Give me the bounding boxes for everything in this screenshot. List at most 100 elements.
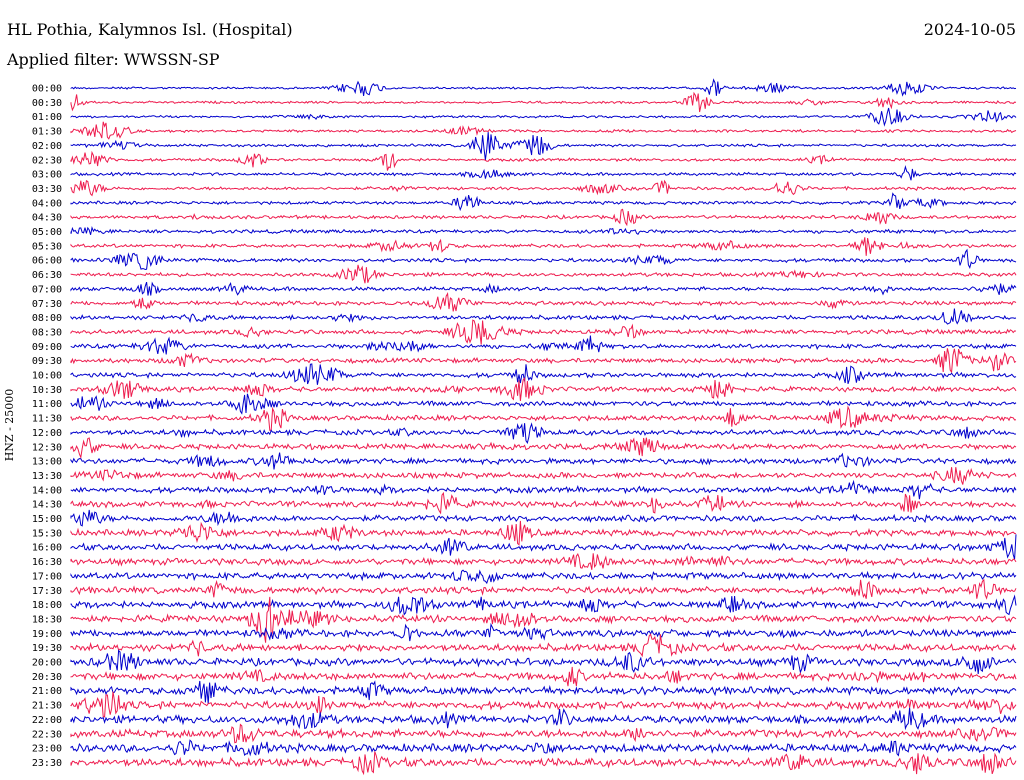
row-time-label: 08:00 [32,313,62,324]
trace-line [70,308,1017,325]
trace-line [70,165,1017,181]
row-time-label: 10:30 [32,385,62,396]
trace-line [70,751,1017,776]
row-time-label: 19:30 [32,643,62,654]
row-time-label: 14:00 [32,485,62,496]
trace-line [70,649,1017,675]
row-time-label: 06:00 [32,256,62,267]
row-time-label: 05:00 [32,227,62,238]
row-time-label: 15:30 [32,528,62,539]
row-time-label: 00:30 [32,98,62,109]
row-time-label: 03:00 [32,170,62,181]
row-time-label: 09:30 [32,356,62,367]
trace-line [70,208,1017,227]
trace-line [70,264,1017,284]
trace-line [70,237,1017,256]
row-time-label: 13:00 [32,457,62,468]
trace-line [70,150,1017,171]
trace-line [70,179,1017,197]
row-time-label: 22:30 [32,729,62,740]
row-time-label: 04:00 [32,198,62,209]
row-time-label: 06:30 [32,270,62,281]
row-time-label: 22:00 [32,715,62,726]
row-time-label: 09:00 [32,342,62,353]
row-time-label: 12:30 [32,442,62,453]
row-time-label: 17:30 [32,586,62,597]
trace-line [70,680,1017,704]
trace-line [70,509,1017,527]
trace-line [70,723,1017,744]
trace-line [70,405,1017,431]
trace-line [70,534,1017,560]
trace-line [70,121,1017,140]
trace-line [70,479,1017,500]
row-time-label: 16:30 [32,557,62,568]
row-time-label: 03:30 [32,184,62,195]
row-time-label: 15:00 [32,514,62,525]
trace-line [70,622,1016,642]
trace-line [70,291,1017,312]
row-time-label: 11:00 [32,399,62,410]
seismic-traces [70,78,1017,776]
trace-line [70,281,1017,296]
trace-line [70,491,1017,515]
trace-line [70,363,1017,385]
trace-line [70,578,1017,600]
row-time-label: 23:30 [32,758,62,769]
trace-line [70,633,1017,658]
trace-line [70,225,1017,236]
row-time-label: 07:30 [32,299,62,310]
trace-line [70,393,1017,415]
row-time-label: 20:00 [32,658,62,669]
trace-line [70,132,1017,161]
row-time-label: 04:30 [32,213,62,224]
row-time-label: 18:00 [32,600,62,611]
trace-line [70,319,1017,345]
row-time-label: 12:00 [32,428,62,439]
trace-line [70,78,1017,97]
trace-line [70,569,1017,585]
row-time-label: 23:00 [32,744,62,755]
row-time-label: 02:00 [32,141,62,152]
trace-line [70,467,1017,485]
trace-line [70,452,1017,470]
row-time-label: 16:00 [32,543,62,554]
trace-line [70,377,1017,401]
row-time-label: 10:00 [32,371,62,382]
trace-line [70,520,1017,546]
row-time-label: 01:00 [32,112,62,123]
row-time-label: 00:00 [32,84,62,95]
trace-line [70,596,1017,643]
row-time-label: 21:00 [32,686,62,697]
trace-line [70,437,1017,460]
trace-line [70,91,1017,113]
trace-line [70,691,1017,718]
trace-line [70,739,1017,757]
trace-line [70,248,1017,271]
row-time-label: 11:30 [32,414,62,425]
row-time-label: 01:30 [32,127,62,138]
row-time-label: 19:00 [32,629,62,640]
trace-line [70,553,1017,570]
trace-line [70,192,1017,212]
trace-line [70,666,1017,687]
trace-line [70,707,1017,731]
row-time-label: 21:30 [32,701,62,712]
trace-line [70,348,1017,374]
trace-line [70,594,1017,616]
row-time-label: 05:30 [32,241,62,252]
row-time-label: 13:30 [32,471,62,482]
row-time-label: 20:30 [32,672,62,683]
filter-label: Applied filter: WWSSN-SP [7,50,220,69]
row-time-label: 18:30 [32,614,62,625]
time-tick-labels: 00:00 00:30 01:00 01:30 02:00 02:30 03:00 03:30… [32,84,62,769]
trace-line [70,422,1017,444]
station-title: HL Pothia, Kalymnos Isl. (Hospital) [7,20,293,39]
row-time-label: 14:30 [32,500,62,511]
record-date: 2024-10-05 [923,20,1016,39]
row-time-label: 07:00 [32,284,62,295]
row-time-label: 08:30 [32,327,62,338]
trace-line [70,335,1017,355]
row-time-label: 02:30 [32,155,62,166]
